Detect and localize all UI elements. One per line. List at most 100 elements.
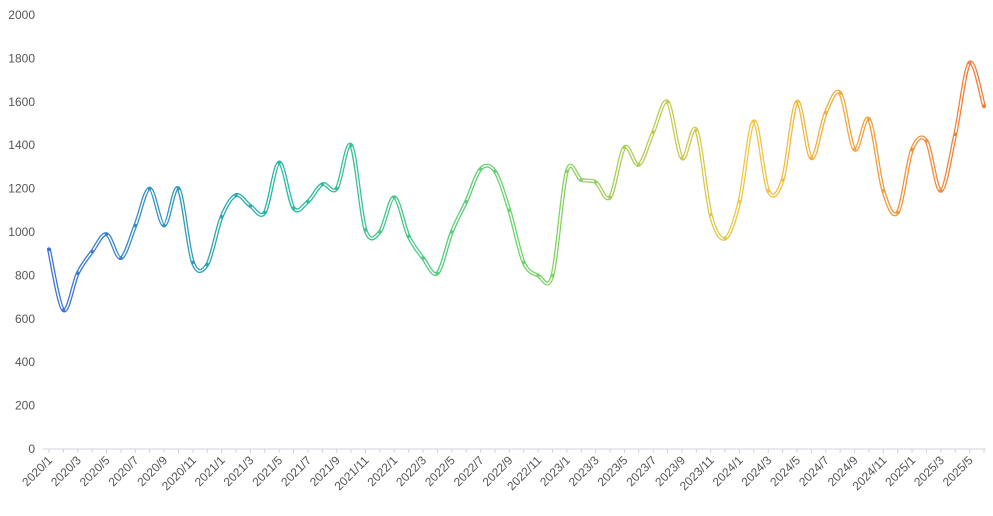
x-tick-label: 2024/7 (796, 453, 832, 489)
data-point[interactable] (766, 188, 771, 193)
data-point[interactable] (90, 249, 94, 254)
x-tick-label: 2020/7 (106, 453, 142, 489)
y-tick-label: 1600 (8, 95, 35, 109)
data-point[interactable] (104, 232, 109, 236)
data-point[interactable] (205, 262, 210, 267)
data-point[interactable] (47, 247, 51, 252)
data-point[interactable] (306, 199, 310, 204)
data-point[interactable] (809, 156, 814, 161)
data-point[interactable] (982, 104, 986, 108)
data-point[interactable] (838, 91, 842, 95)
x-tick-label: 2025/5 (940, 453, 976, 489)
data-point[interactable] (464, 199, 468, 204)
data-point[interactable] (795, 100, 799, 104)
data-point[interactable] (694, 128, 699, 132)
data-point[interactable] (162, 223, 166, 228)
data-point[interactable] (867, 117, 871, 121)
x-tick-label: 2020/1 (19, 453, 55, 489)
data-point[interactable] (752, 119, 756, 124)
data-point[interactable] (680, 156, 684, 161)
x-tick-label: 2021/1 (192, 453, 228, 489)
y-tick-label: 600 (15, 312, 35, 326)
data-point[interactable] (61, 308, 66, 312)
data-point[interactable] (910, 147, 914, 152)
x-tick-label: 2021/5 (249, 453, 285, 489)
data-point[interactable] (708, 212, 713, 217)
data-point[interactable] (349, 143, 353, 147)
data-point[interactable] (780, 178, 785, 182)
data-point[interactable] (608, 195, 612, 200)
data-point[interactable] (478, 167, 483, 171)
data-point[interactable] (406, 234, 411, 239)
x-tick-label: 2020/5 (77, 453, 113, 489)
x-tick-label: 2023/5 (595, 453, 631, 489)
data-point[interactable] (291, 206, 296, 210)
x-tick-label: 2024/3 (738, 453, 774, 489)
x-tick-label: 2025/1 (882, 453, 918, 489)
data-point[interactable] (521, 260, 526, 265)
data-point[interactable] (320, 182, 325, 187)
data-point[interactable] (147, 186, 152, 191)
data-point[interactable] (277, 160, 281, 165)
data-point[interactable] (378, 230, 382, 234)
y-tick-label: 800 (15, 268, 35, 282)
data-point[interactable] (579, 178, 584, 182)
data-point[interactable] (392, 195, 397, 200)
data-point[interactable] (262, 210, 267, 215)
data-point[interactable] (176, 186, 181, 191)
x-tick-label: 2022/3 (393, 453, 429, 489)
y-tick-label: 1000 (8, 225, 35, 239)
data-point[interactable] (219, 215, 224, 219)
x-tick-label: 2023/3 (566, 453, 602, 489)
data-point[interactable] (507, 208, 512, 213)
data-point[interactable] (421, 256, 425, 260)
data-point[interactable] (895, 210, 900, 215)
data-point[interactable] (852, 147, 857, 152)
y-tick-label: 1800 (8, 51, 35, 65)
data-point[interactable] (651, 130, 655, 134)
x-tick-label: 2024/1 (710, 453, 746, 489)
y-tick-label: 1200 (8, 182, 35, 196)
data-point[interactable] (119, 256, 123, 260)
y-tick-label: 400 (15, 355, 35, 369)
data-point[interactable] (636, 162, 641, 167)
x-axis: 2020/12020/32020/52020/72020/92020/11202… (19, 448, 986, 493)
x-tick-label: 2022/1 (364, 453, 400, 489)
data-point[interactable] (493, 169, 497, 174)
x-tick-label: 2022/5 (422, 453, 458, 489)
x-tick-label: 2020/3 (48, 453, 84, 489)
data-point[interactable] (881, 188, 886, 193)
data-point[interactable] (939, 188, 943, 193)
data-point[interactable] (565, 169, 569, 174)
points-layer (47, 60, 986, 312)
data-point[interactable] (665, 100, 670, 104)
data-point[interactable] (967, 60, 972, 65)
data-point[interactable] (924, 139, 929, 143)
data-point[interactable] (191, 260, 195, 265)
y-tick-label: 1400 (8, 138, 35, 152)
x-tick-label: 2022/7 (451, 453, 487, 489)
x-tick-label: 2024/5 (767, 453, 803, 489)
data-point[interactable] (536, 273, 540, 278)
data-point[interactable] (723, 236, 727, 241)
x-tick-label: 2023/1 (537, 453, 573, 489)
data-point[interactable] (363, 228, 368, 232)
data-point[interactable] (133, 223, 138, 228)
data-point[interactable] (953, 132, 958, 137)
y-tick-label: 0 (28, 442, 35, 456)
data-point[interactable] (234, 193, 238, 197)
data-point[interactable] (334, 186, 339, 191)
data-point[interactable] (248, 204, 253, 208)
y-tick-label: 200 (15, 399, 35, 413)
data-point[interactable] (737, 199, 742, 204)
data-point[interactable] (449, 230, 454, 234)
data-point[interactable] (75, 271, 80, 276)
data-point[interactable] (593, 180, 598, 184)
data-point[interactable] (622, 145, 627, 150)
x-tick-label: 2025/3 (911, 453, 947, 489)
data-point[interactable] (550, 273, 555, 278)
data-point[interactable] (435, 271, 440, 276)
data-point[interactable] (823, 110, 828, 115)
